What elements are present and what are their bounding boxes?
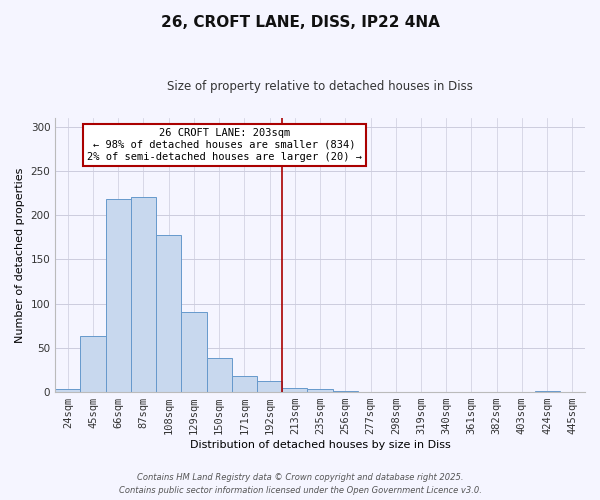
Bar — [206, 358, 232, 392]
Bar — [181, 312, 206, 392]
Bar — [55, 388, 80, 392]
Text: 26 CROFT LANE: 203sqm
← 98% of detached houses are smaller (834)
2% of semi-deta: 26 CROFT LANE: 203sqm ← 98% of detached … — [87, 128, 362, 162]
Text: 26, CROFT LANE, DISS, IP22 4NA: 26, CROFT LANE, DISS, IP22 4NA — [161, 15, 439, 30]
X-axis label: Distribution of detached houses by size in Diss: Distribution of detached houses by size … — [190, 440, 451, 450]
Text: Contains HM Land Registry data © Crown copyright and database right 2025.
Contai: Contains HM Land Registry data © Crown c… — [119, 474, 481, 495]
Bar — [257, 380, 282, 392]
Bar — [156, 234, 181, 392]
Bar — [282, 388, 307, 392]
Bar — [307, 390, 332, 392]
Bar — [106, 199, 131, 392]
Y-axis label: Number of detached properties: Number of detached properties — [15, 167, 25, 342]
Bar — [131, 198, 156, 392]
Bar — [332, 391, 358, 392]
Title: Size of property relative to detached houses in Diss: Size of property relative to detached ho… — [167, 80, 473, 93]
Bar — [232, 376, 257, 392]
Bar — [80, 336, 106, 392]
Bar — [535, 391, 560, 392]
